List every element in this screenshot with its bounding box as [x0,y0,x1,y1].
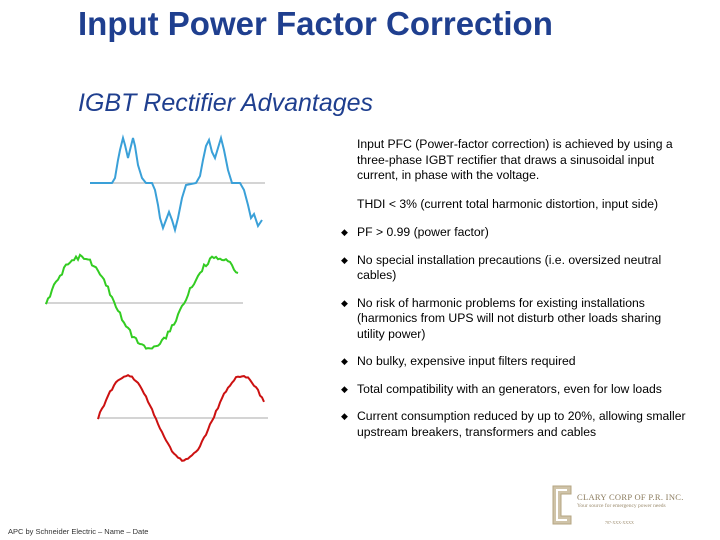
intro-paragraph: Input PFC (Power-factor correction) is a… [357,137,673,182]
list-item-text: Total compatibility with an generators, … [357,381,662,396]
list-item: ◆ No risk of harmonic problems for existi… [340,296,690,343]
thdi-paragraph: THDI < 3% (current total harmonic distor… [357,196,659,211]
logo-contact: 787-XXX-XXXX [605,520,634,525]
slide-title: Input Power Factor Correction [78,5,553,42]
list-item-text: PF > 0.99 (power factor) [357,225,489,239]
wave-sinusoidal-voltage [97,374,265,462]
slide-content: Input PFC (Power-factor correction) is a… [340,137,690,452]
list-item-text: No bulky, expensive input filters requir… [357,354,576,368]
clary-corp-logo-icon [552,485,572,525]
list-item: ◆ PF > 0.99 (power factor) [340,225,690,241]
slide-subtitle: IGBT Rectifier Advantages [78,89,374,117]
diamond-bullet-icon: ◆ [341,227,348,237]
wave-sinusoidal-current [45,253,239,350]
wave-distorted-current [90,134,263,234]
company-logo: CLARY CORP OF P.R. INC. Your source for … [545,482,695,530]
list-item: ◆ No bulky, expensive input filters requi… [340,354,690,370]
diamond-bullet-icon: ◆ [341,254,348,265]
waveform-illustrations [45,134,268,462]
list-item: ◆ No special installation precautions (i.… [340,253,690,284]
logo-tagline: Your source for emergency power needs [577,503,666,509]
diamond-bullet-icon: ◆ [341,383,348,394]
diamond-bullet-icon: ◆ [341,411,348,421]
advantages-list: ◆ PF > 0.99 (power factor) ◆ No special in… [340,225,690,440]
list-item-text: Current consumption reduced by up to 20%… [357,409,686,439]
list-item: ◆ Current consumption reduced by up to 20… [340,409,690,440]
diamond-bullet-icon: ◆ [341,297,348,308]
list-item-text: No risk of harmonic problems for existin… [357,295,662,341]
list-item: ◆ Total compatibility with an generators,… [340,382,690,398]
list-item-text: No special installation precautions (i.e… [357,252,662,283]
diamond-bullet-icon: ◆ [341,356,348,366]
slide-footer: APC by Schneider Electric – Name – Date [8,527,149,536]
logo-company-name: CLARY CORP OF P.R. INC. [577,492,684,502]
